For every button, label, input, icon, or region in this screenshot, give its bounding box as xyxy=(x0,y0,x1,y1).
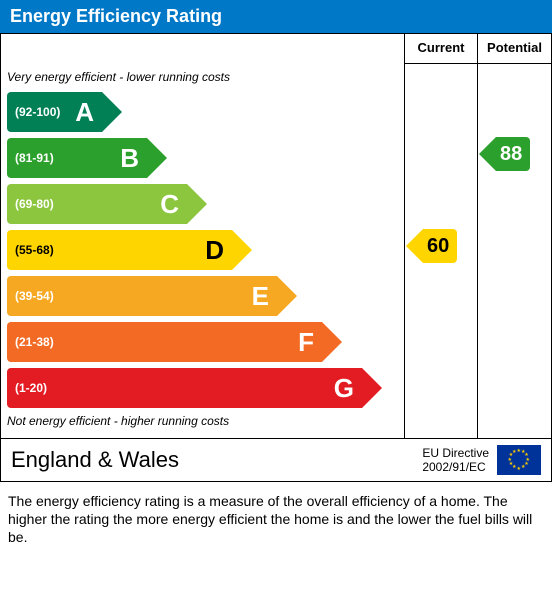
potential-header: Potential xyxy=(478,34,551,64)
chart-title: Energy Efficiency Rating xyxy=(10,6,222,26)
bars-header-spacer xyxy=(7,38,398,68)
band-bar-e: (39-54)E xyxy=(7,276,277,316)
band-range-a: (92-100) xyxy=(7,105,65,119)
band-arrow-e xyxy=(277,276,297,316)
eu-star-icon: ★ xyxy=(508,458,512,463)
eu-star-icon: ★ xyxy=(509,462,513,467)
eu-star-icon: ★ xyxy=(521,465,525,470)
band-range-f: (21-38) xyxy=(7,335,288,349)
band-row-a: (92-100)A xyxy=(7,90,398,134)
band-row-f: (21-38)F xyxy=(7,320,398,364)
band-range-e: (39-54) xyxy=(7,289,242,303)
top-efficiency-label: Very energy efficient - lower running co… xyxy=(7,68,398,90)
band-letter-b: B xyxy=(110,143,147,174)
band-letter-g: G xyxy=(324,373,362,404)
region-label: England & Wales xyxy=(11,447,422,473)
current-column: Current 60 xyxy=(405,34,478,438)
current-header: Current xyxy=(405,34,477,64)
eu-star-icon: ★ xyxy=(517,467,521,472)
band-range-c: (69-80) xyxy=(7,197,150,211)
band-row-g: (1-20)G xyxy=(7,366,398,410)
band-arrow-f xyxy=(322,322,342,362)
bottom-efficiency-label: Not energy efficient - higher running co… xyxy=(7,412,398,434)
band-bar-c: (69-80)C xyxy=(7,184,187,224)
band-range-g: (1-20) xyxy=(7,381,324,395)
bars-column: Very energy efficient - lower running co… xyxy=(1,34,405,438)
band-bar-b: (81-91)B xyxy=(7,138,147,178)
potential-body: 88 xyxy=(478,64,551,468)
potential-pointer: 88 xyxy=(496,137,530,171)
band-range-d: (55-68) xyxy=(7,243,195,257)
band-bar-f: (21-38)F xyxy=(7,322,322,362)
band-letter-a: A xyxy=(65,97,102,128)
band-arrow-g xyxy=(362,368,382,408)
band-row-b: (81-91)B xyxy=(7,136,398,180)
band-row-d: (55-68)D xyxy=(7,228,398,272)
title-bar: Energy Efficiency Rating xyxy=(0,0,552,33)
potential-column: Potential 88 xyxy=(478,34,551,438)
band-arrow-c xyxy=(187,184,207,224)
band-bar-a: (92-100)A xyxy=(7,92,102,132)
band-row-e: (39-54)E xyxy=(7,274,398,318)
band-arrow-d xyxy=(232,230,252,270)
band-letter-c: C xyxy=(150,189,187,220)
eu-flag-icon: ★★★★★★★★★★★★ xyxy=(497,445,541,475)
chart-body: Very energy efficient - lower running co… xyxy=(0,33,552,439)
band-bar-g: (1-20)G xyxy=(7,368,362,408)
bars-container: (92-100)A (81-91)B (69-80)C (55-68)D (39-54)… xyxy=(7,90,398,410)
current-pointer: 60 xyxy=(423,229,457,263)
description-text: The energy efficiency rating is a measur… xyxy=(0,482,552,557)
band-letter-e: E xyxy=(242,281,277,312)
band-letter-d: D xyxy=(195,235,232,266)
band-arrow-b xyxy=(147,138,167,178)
eu-star-icon: ★ xyxy=(512,450,516,455)
band-letter-f: F xyxy=(288,327,322,358)
band-arrow-a xyxy=(102,92,122,132)
current-body: 60 xyxy=(405,64,477,468)
band-row-c: (69-80)C xyxy=(7,182,398,226)
band-range-b: (81-91) xyxy=(7,151,110,165)
epc-chart: Energy Efficiency Rating Very energy eff… xyxy=(0,0,552,557)
band-bar-d: (55-68)D xyxy=(7,230,232,270)
